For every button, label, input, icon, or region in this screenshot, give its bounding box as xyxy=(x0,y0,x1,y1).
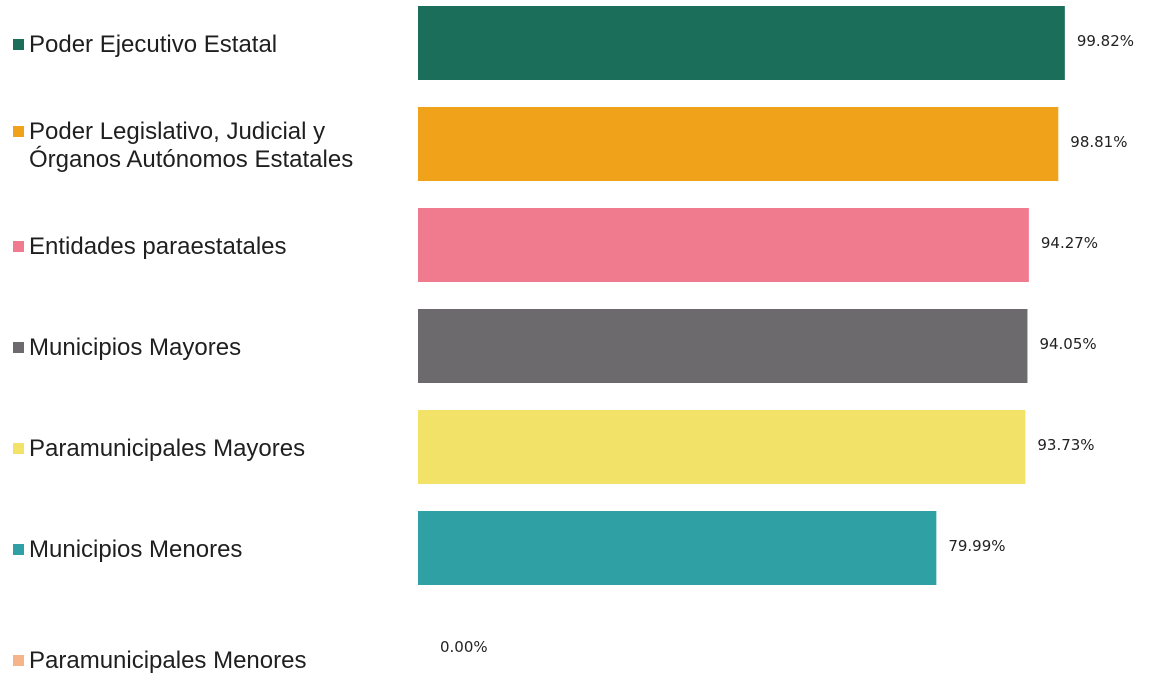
legend-swatch xyxy=(13,544,24,555)
legend-label: Órganos Autónomos Estatales xyxy=(29,146,353,173)
value-label: 0.00% xyxy=(440,638,488,656)
value-label: 94.05% xyxy=(1039,335,1096,353)
legend-label: Poder Ejecutivo Estatal xyxy=(29,31,277,58)
bar-entidades-paraestatales xyxy=(418,208,1029,282)
value-label: 94.27% xyxy=(1041,234,1098,252)
legend-label: Entidades paraestatales xyxy=(29,233,287,260)
legend-swatch xyxy=(13,126,24,137)
bar-municipios-menores xyxy=(418,511,937,585)
legend-label: Municipios Mayores xyxy=(29,334,241,361)
legend-swatch xyxy=(13,655,24,666)
bar-paramunicipales-mayores xyxy=(418,410,1026,484)
bar-poder-legislativo-judicial-y-órganos-autónomos-estatales xyxy=(418,107,1059,181)
legend-label: Poder Legislativo, Judicial y xyxy=(29,118,325,145)
bar-municipios-mayores xyxy=(418,309,1028,383)
legend-label: Municipios Menores xyxy=(29,536,242,563)
value-label: 93.73% xyxy=(1037,436,1094,454)
legend-swatch xyxy=(13,342,24,353)
legend-label: Paramunicipales Menores xyxy=(29,647,306,674)
legend-swatch xyxy=(13,39,24,50)
value-label: 79.99% xyxy=(948,537,1005,555)
legend-swatch xyxy=(13,443,24,454)
value-label: 99.82% xyxy=(1077,32,1134,50)
legend-swatch xyxy=(13,241,24,252)
legend-label: Paramunicipales Mayores xyxy=(29,435,305,462)
value-label: 98.81% xyxy=(1070,133,1127,151)
bar-poder-ejecutivo-estatal xyxy=(418,6,1065,80)
